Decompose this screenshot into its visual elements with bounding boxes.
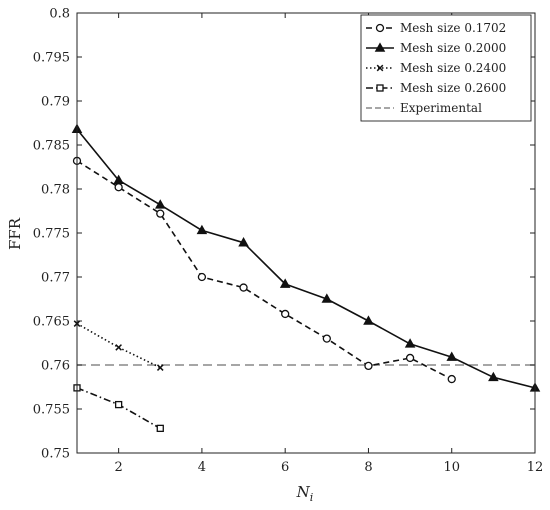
data-point-s0-6 [322,334,331,343]
data-point-s2-2 [156,364,164,371]
y-axis-title: FFR [6,217,24,250]
data-point-s1-3 [196,224,208,235]
data-point-s1-7 [363,315,374,325]
data-point-s0-1 [114,183,123,192]
data-point-s1-9 [446,351,458,361]
x-tick-label-4: 10 [443,460,460,475]
legend-label-2: Mesh size 0.2400 [400,61,506,75]
ticks-layer [77,12,536,454]
data-point-s0-5 [281,309,290,319]
legend-label-3: Mesh size 0.2600 [400,81,506,95]
legend-marker-0 [375,23,385,33]
y-tick-label-10: 0.8 [49,7,70,22]
y-tick-label-0: 0.75 [41,447,70,462]
x-tick-label-2: 6 [281,460,289,475]
tick-labels-layer: 2 4 6 8 10 12 0.75 0.755 0.76 0.765 0.77 0.775 0.78 0… [33,7,543,476]
data-point-s3-1 [114,400,123,409]
data-point-s0-9 [447,374,456,384]
y-tick-label-8: 0.79 [41,95,70,110]
legend-marker-1 [374,42,386,52]
data-point-s1-6 [321,293,333,303]
legend-label-0: Mesh size 0.1702 [400,21,506,35]
x-tick-label-1: 4 [198,460,206,475]
series-layer [76,128,536,430]
series-line-1 [76,128,536,389]
data-point-s3-2 [156,424,164,433]
series-line-2 [76,322,161,369]
y-tick-label-9: 0.795 [33,51,70,66]
legend-box [360,14,532,122]
x-axis-title: Ni [296,483,314,504]
data-point-s2-1 [115,344,122,351]
series-line-0 [76,160,453,380]
data-point-s1-2 [154,199,166,209]
legend-label-1: Mesh size 0.2000 [400,41,506,55]
data-point-s1-5 [279,278,291,288]
legend-marker-2 [376,64,384,72]
data-point-s0-3 [197,272,207,282]
data-point-s0-2 [156,209,165,218]
markers-layer [71,123,541,433]
y-tick-label-1: 0.755 [33,403,70,418]
x-axis-title-subscript: i [310,491,314,504]
x-tick-label-3: 8 [364,460,372,475]
data-point-s1-4 [238,237,249,247]
legend-label-ref-0: Experimental [400,101,482,115]
legend: Mesh size 0.1702 Mesh size 0.2000 Mesh siz… [360,14,532,122]
y-tick-label-6: 0.78 [41,183,70,198]
data-point-s0-7 [364,361,373,371]
data-point-s0-4 [239,283,248,292]
data-point-s0-8 [405,353,415,363]
legend-marker-3 [376,84,384,92]
x-axis-title-main: N [296,483,311,501]
y-tick-label-2: 0.76 [41,359,70,374]
x-tick-label-5: 12 [527,460,544,475]
y-tick-label-7: 0.785 [33,139,70,154]
y-tick-label-4: 0.77 [41,271,70,286]
data-point-s1-10 [488,371,499,382]
y-tick-label-3: 0.765 [33,315,70,330]
data-point-s1-1 [113,174,124,185]
x-tick-label-0: 2 [114,460,122,475]
data-point-s1-8 [404,338,416,348]
y-tick-label-5: 0.775 [33,227,70,242]
